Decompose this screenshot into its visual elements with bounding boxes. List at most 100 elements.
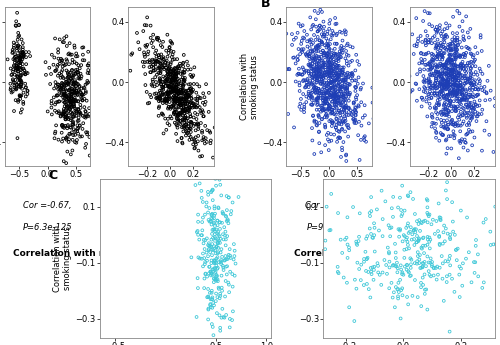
Point	[439, 63, 447, 68]
Point	[420, 89, 428, 94]
Point	[448, 68, 456, 73]
Point	[362, 256, 370, 262]
Point	[428, 95, 436, 100]
Point	[336, 121, 344, 127]
Point	[218, 220, 226, 226]
Point	[211, 270, 219, 276]
Point	[184, 93, 192, 98]
Point	[12, 23, 20, 28]
Point	[314, 34, 322, 40]
Point	[208, 211, 216, 217]
Point	[162, 91, 170, 96]
Point	[465, 35, 473, 40]
Point	[331, 78, 339, 83]
Point	[306, 53, 314, 59]
Point	[310, 85, 318, 91]
Point	[464, 104, 471, 110]
Point	[326, 79, 334, 85]
Point	[170, 98, 178, 104]
Point	[453, 257, 461, 263]
Point	[86, 70, 94, 76]
Point	[456, 82, 464, 88]
Point	[451, 65, 459, 70]
Point	[62, 87, 70, 92]
Point	[78, 97, 86, 103]
Point	[318, 24, 326, 30]
Point	[165, 48, 173, 53]
Point	[174, 118, 182, 124]
Point	[173, 116, 181, 122]
Point	[328, 138, 336, 144]
Point	[396, 228, 404, 233]
Point	[176, 89, 184, 94]
Point	[74, 81, 82, 87]
Point	[396, 226, 404, 232]
Point	[210, 125, 218, 130]
Point	[202, 200, 210, 205]
Point	[438, 52, 446, 58]
Point	[201, 212, 209, 217]
Point	[439, 260, 447, 266]
Point	[204, 217, 212, 223]
Point	[206, 219, 214, 224]
Point	[64, 74, 72, 79]
Point	[215, 112, 223, 117]
Point	[352, 239, 360, 244]
Point	[328, 68, 336, 74]
Point	[178, 86, 186, 92]
Point	[210, 260, 218, 266]
Point	[460, 83, 468, 89]
Point	[417, 303, 425, 309]
Point	[65, 113, 73, 118]
Point	[443, 73, 451, 79]
Point	[430, 82, 438, 88]
Point	[482, 90, 490, 96]
Point	[432, 265, 440, 271]
Point	[313, 70, 321, 76]
Point	[213, 172, 221, 178]
Point	[438, 53, 446, 59]
Point	[214, 245, 222, 250]
Point	[18, 54, 26, 60]
Point	[214, 206, 222, 211]
Point	[444, 60, 452, 66]
Point	[420, 73, 428, 79]
Point	[204, 307, 212, 312]
Point	[486, 132, 494, 138]
Point	[327, 93, 335, 99]
Point	[430, 91, 438, 96]
Point	[322, 53, 330, 59]
Point	[166, 71, 174, 77]
Point	[315, 42, 323, 48]
Point	[55, 98, 63, 104]
Point	[82, 111, 90, 117]
Point	[422, 29, 430, 34]
Point	[333, 82, 341, 88]
Point	[448, 108, 456, 114]
Point	[444, 108, 452, 114]
Point	[438, 71, 446, 76]
Point	[200, 276, 208, 281]
Point	[462, 63, 469, 69]
Point	[165, 79, 173, 84]
Point	[348, 71, 356, 77]
Point	[410, 236, 418, 242]
Point	[148, 77, 156, 82]
Point	[461, 54, 469, 60]
Point	[68, 91, 76, 97]
Point	[191, 140, 199, 145]
Point	[421, 218, 429, 224]
Point	[14, 55, 22, 61]
Point	[172, 68, 179, 74]
Point	[72, 128, 80, 134]
Point	[16, 58, 24, 63]
Point	[10, 63, 18, 68]
Point	[167, 104, 175, 110]
Point	[361, 112, 369, 118]
Point	[176, 90, 184, 96]
Point	[448, 92, 456, 98]
Point	[336, 67, 344, 72]
Point	[213, 273, 221, 279]
Point	[442, 85, 450, 91]
Point	[468, 104, 476, 110]
